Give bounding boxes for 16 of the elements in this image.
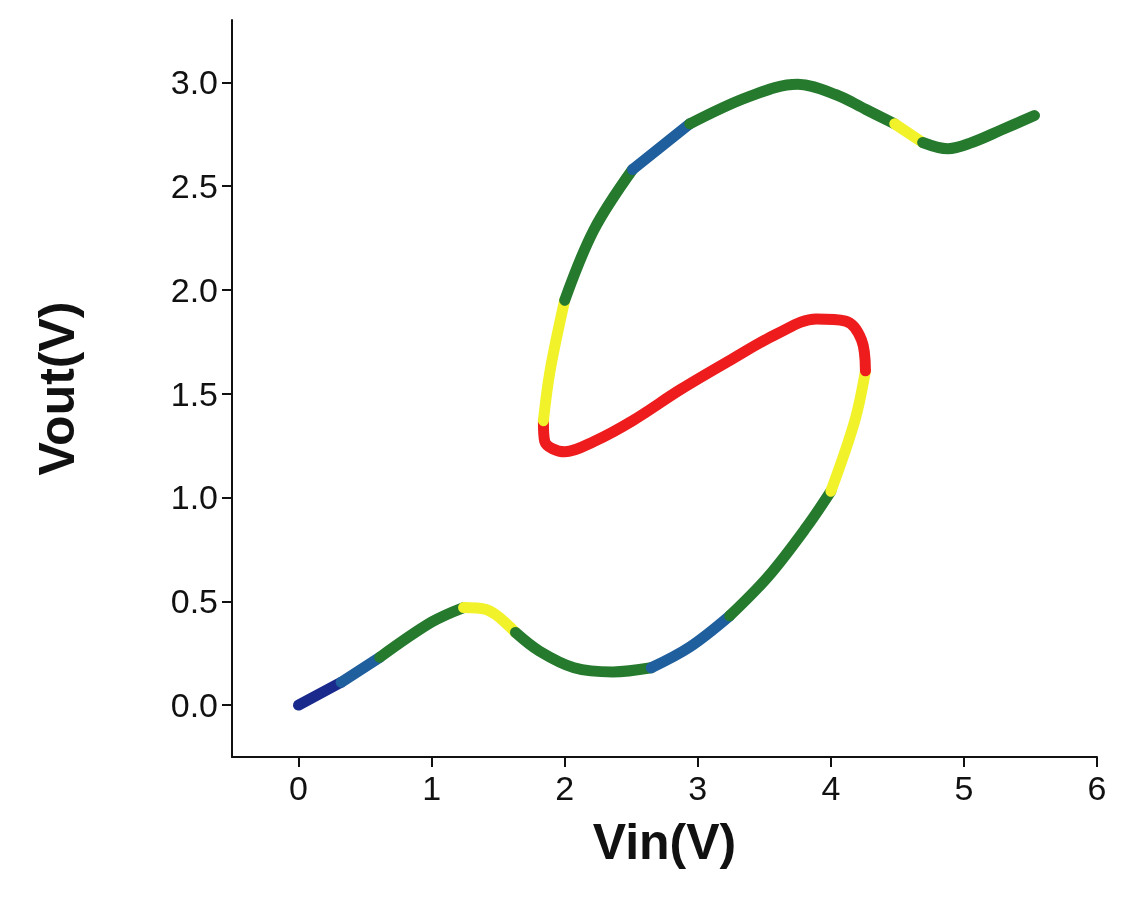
x-tick-label: 5 <box>954 769 974 807</box>
x-tick-label: 0 <box>289 769 308 807</box>
y-tick-label: 2.0 <box>170 270 218 309</box>
x-tick-label: 2 <box>555 769 575 807</box>
y-tick-label: 0.5 <box>170 582 218 621</box>
y-axis-title: Vout(V) <box>29 301 85 476</box>
x-tick-label: 6 <box>1087 769 1107 807</box>
y-tick-label: 1.5 <box>170 374 218 413</box>
x-tick-label: 1 <box>422 769 442 807</box>
y-tick-label: 0.0 <box>170 686 218 725</box>
x-tick-label: 3 <box>688 769 708 807</box>
y-tick-label: 1.0 <box>170 478 218 517</box>
x-tick-label: 4 <box>821 769 841 807</box>
y-tick-label: 3.0 <box>170 63 218 102</box>
y-tick-label: 2.5 <box>170 167 218 206</box>
x-axis-title: Vin(V) <box>592 814 737 870</box>
